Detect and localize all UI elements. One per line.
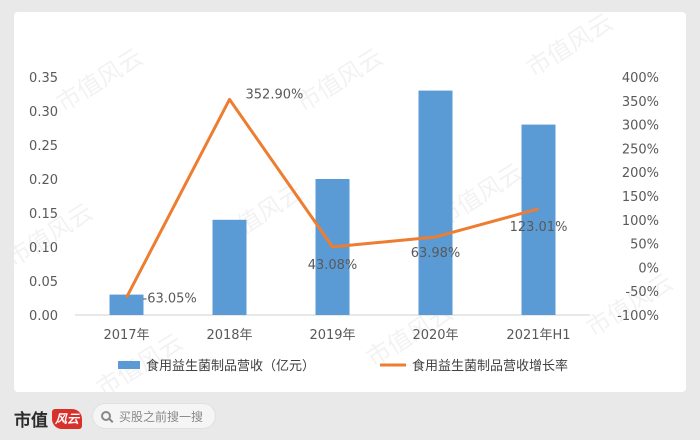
y-left-tick-label: 0.00 xyxy=(29,309,58,324)
legend-swatch-bar xyxy=(118,361,140,369)
y-right-tick-label: 50% xyxy=(630,238,659,253)
bar xyxy=(109,294,144,315)
brand-text: 市值 xyxy=(14,411,48,431)
x-tick-label: 2019年 xyxy=(309,328,355,343)
bar xyxy=(521,124,556,315)
y-right-tick-label: 300% xyxy=(622,119,659,134)
data-label: 63.98% xyxy=(411,246,461,261)
y-left-tick-label: 0.15 xyxy=(29,207,58,222)
brand-mark: 风云 xyxy=(52,408,82,429)
watermark-text: 市值风云 xyxy=(582,268,678,343)
y-left-tick-label: 0.05 xyxy=(29,275,58,290)
y-right-tick-label: 150% xyxy=(622,190,659,205)
x-tick-label: 2018年 xyxy=(206,328,252,343)
watermark-text: 市值风云 xyxy=(522,12,618,83)
search-icon xyxy=(101,411,111,421)
brand-logo[interactable]: 市值 风云 xyxy=(14,406,82,431)
y-right-tick-label: -100% xyxy=(617,309,659,324)
y-right-tick-label: -50% xyxy=(625,285,659,300)
data-label: -63.05% xyxy=(143,291,197,306)
legend-label-bar: 食用益生菌制品营收（亿元） xyxy=(146,358,315,374)
x-tick-label: 2017年 xyxy=(103,328,149,343)
y-right-tick-label: 350% xyxy=(622,95,659,110)
legend: 食用益生菌制品营收（亿元） 食用益生菌制品营收增长率 xyxy=(118,358,568,374)
watermark-text: 市值风云 xyxy=(52,43,148,118)
data-label: 123.01% xyxy=(510,220,568,235)
x-tick-label: 2020年 xyxy=(412,328,458,343)
x-tick-label: 2021年H1 xyxy=(506,328,570,343)
y-left-tick-label: 0.20 xyxy=(29,173,58,188)
bar xyxy=(212,219,247,315)
y-right-tick-label: 0% xyxy=(638,261,659,276)
y-left-tick-label: 0.35 xyxy=(29,71,58,86)
watermark-text: 市值风云 xyxy=(292,43,388,118)
search-box[interactable]: 买股之前搜一搜 xyxy=(92,403,216,429)
data-label: 43.08% xyxy=(308,258,358,273)
y-right-tick-label: 100% xyxy=(622,214,659,229)
y-right-tick-label: 250% xyxy=(622,142,659,157)
bar xyxy=(418,90,453,315)
y-right-tick-label: 200% xyxy=(622,166,659,181)
search-placeholder: 买股之前搜一搜 xyxy=(119,409,204,424)
data-label: 352.90% xyxy=(246,87,304,102)
series-growth-line xyxy=(125,97,539,299)
footer: 市值 风云 买股之前搜一搜 xyxy=(0,396,700,440)
legend-label-line: 食用益生菌制品营收增长率 xyxy=(412,358,568,374)
y-left-tick-label: 0.10 xyxy=(29,241,58,256)
chart-card: 市值风云 市值风云 市值风云 市值风云 市值风云 市值风云 市值风云 市值风云 市值风云 201… xyxy=(2,8,686,403)
y-left-tick-label: 0.30 xyxy=(29,105,58,120)
y-right-tick-label: 400% xyxy=(622,71,659,86)
y-left-tick-label: 0.25 xyxy=(29,139,58,154)
